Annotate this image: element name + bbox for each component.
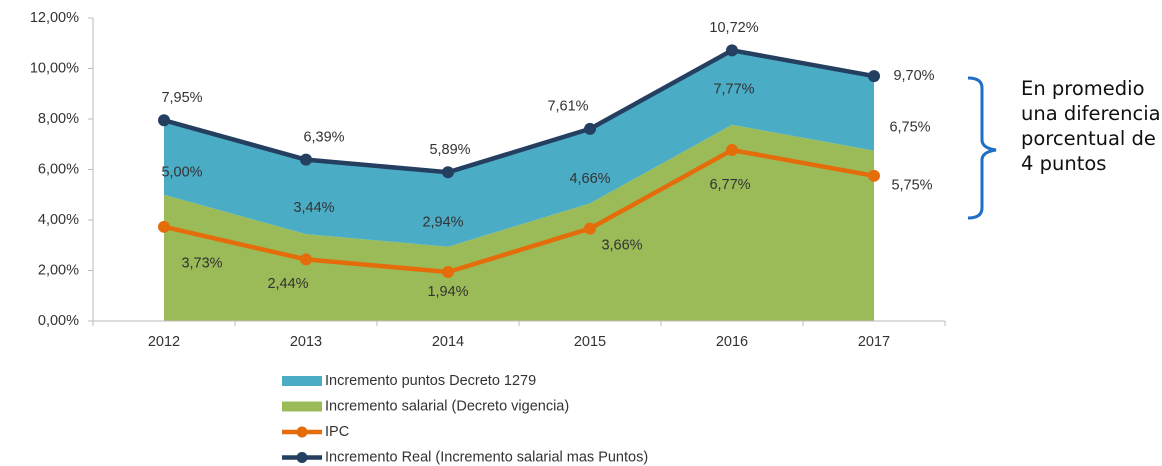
legend-label: Incremento puntos Decreto 1279 xyxy=(325,373,536,389)
value-label: 5,75% xyxy=(891,178,932,194)
x-tick-label: 2016 xyxy=(716,334,748,350)
value-label: 9,70% xyxy=(893,68,934,84)
legend-label: Incremento Real (Incremento salarial mas… xyxy=(325,449,648,465)
marker xyxy=(300,253,312,266)
value-label: 6,77% xyxy=(709,177,750,193)
marker xyxy=(300,153,312,166)
x-tick-label: 2012 xyxy=(148,334,180,350)
x-tick-label: 2015 xyxy=(574,334,606,350)
value-label: 3,44% xyxy=(293,200,334,216)
value-label: 5,00% xyxy=(161,165,202,181)
x-tick-label: 2017 xyxy=(858,334,890,350)
value-label: 5,89% xyxy=(429,142,470,158)
brace xyxy=(967,76,997,220)
y-tick-label: 2,00% xyxy=(38,262,79,278)
value-label: 3,66% xyxy=(601,237,642,253)
legend-swatch xyxy=(282,376,322,386)
value-label: 6,75% xyxy=(889,119,930,135)
y-tick-label: 12,00% xyxy=(30,10,79,26)
marker xyxy=(584,122,596,135)
legend-swatch xyxy=(296,452,308,463)
x-tick-label: 2013 xyxy=(290,334,322,350)
y-tick-label: 8,00% xyxy=(38,111,79,127)
area xyxy=(164,50,874,247)
value-label: 3,73% xyxy=(181,256,222,272)
line xyxy=(163,47,875,175)
value-label: 2,94% xyxy=(422,215,463,231)
legend-label: IPC xyxy=(325,424,349,440)
value-label: 1,94% xyxy=(427,284,468,300)
y-tick-label: 6,00% xyxy=(38,161,79,177)
marker xyxy=(726,144,738,157)
line xyxy=(163,147,875,275)
value-label: 10,72% xyxy=(709,20,758,36)
marker xyxy=(584,222,596,235)
marker xyxy=(158,220,170,233)
y-tick-label: 0,00% xyxy=(38,313,79,329)
legend-swatch xyxy=(282,401,322,412)
y-tick-label: 4,00% xyxy=(38,212,79,228)
marker xyxy=(868,169,880,182)
marker xyxy=(158,114,170,127)
marker xyxy=(442,266,454,279)
legend-swatch xyxy=(296,426,308,438)
annotation: En promedio una diferencia porcentual de… xyxy=(1021,77,1161,175)
value-label: 4,66% xyxy=(569,171,610,187)
legend-label: Incremento salarial (Decreto vigencia) xyxy=(325,398,569,414)
value-label: 2,44% xyxy=(267,276,308,292)
value-label: 7,61% xyxy=(547,99,588,115)
area xyxy=(164,124,874,322)
marker xyxy=(868,70,880,83)
marker xyxy=(442,166,454,179)
y-tick-label: 10,00% xyxy=(30,60,79,76)
value-label: 6,39% xyxy=(303,129,344,145)
x-tick-label: 2014 xyxy=(432,334,464,350)
value-label: 7,95% xyxy=(161,90,202,106)
value-label: 7,77% xyxy=(713,82,754,98)
marker xyxy=(726,44,738,57)
